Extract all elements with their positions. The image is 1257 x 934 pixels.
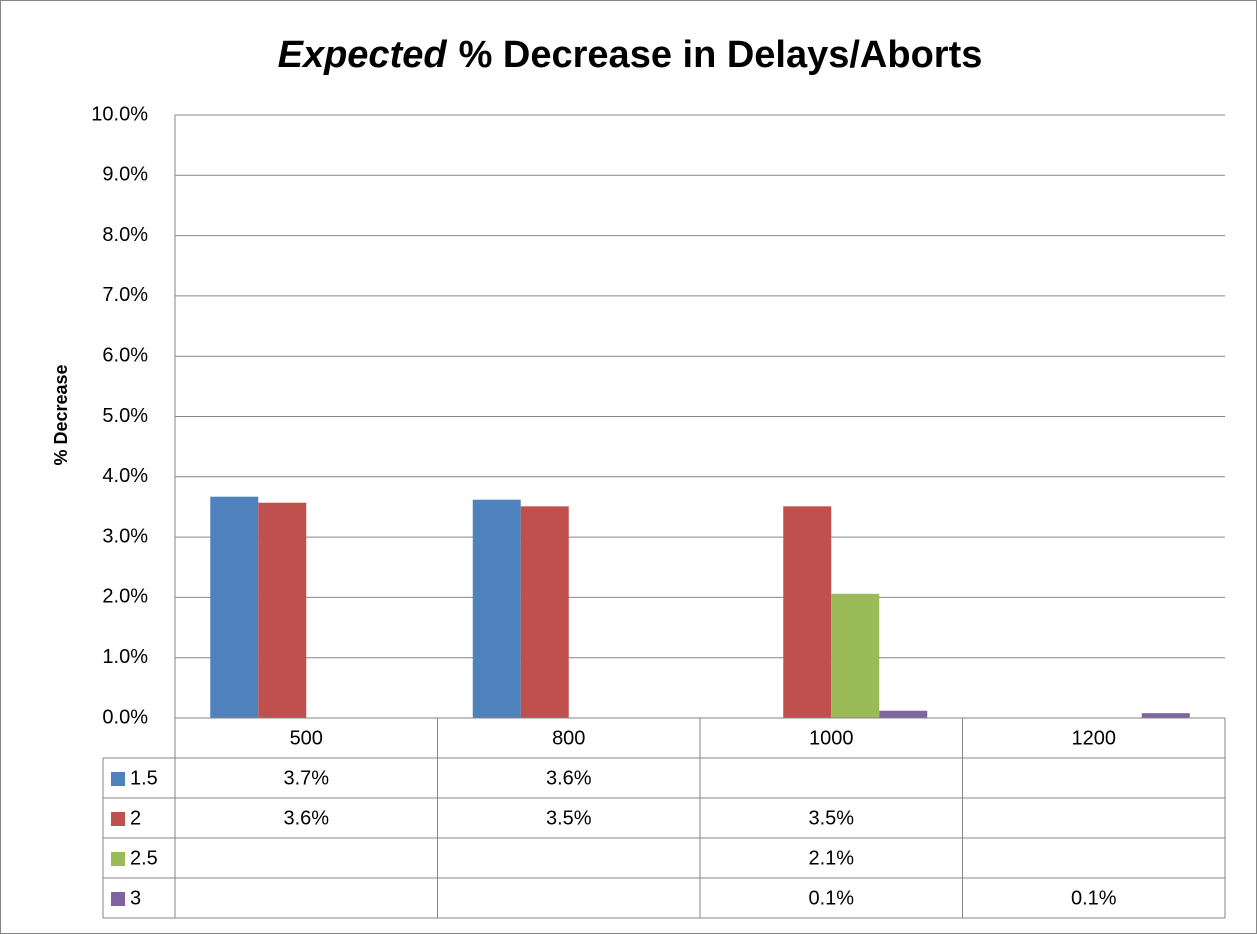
y-tick-label: 5.0%	[102, 405, 148, 427]
legend-swatch	[111, 772, 125, 786]
legend-label: 3	[130, 887, 141, 909]
bar	[472, 499, 521, 718]
data-label: 3.5%	[808, 807, 854, 829]
data-label: 3.7%	[283, 767, 329, 789]
y-tick-label: 2.0%	[102, 586, 148, 608]
bar	[831, 593, 880, 718]
bar	[520, 506, 569, 718]
chart-title: Expected % Decrease in Delays/Aborts	[278, 34, 983, 76]
y-tick-label: 1.0%	[102, 646, 148, 668]
legend-label: 2	[130, 807, 141, 829]
legend-label: 1.5	[130, 767, 158, 789]
y-tick-label: 10.0%	[91, 103, 148, 125]
bar	[783, 506, 832, 718]
data-label: 3.6%	[283, 807, 329, 829]
legend-label: 2.5	[130, 847, 158, 869]
y-tick-label: 6.0%	[102, 344, 148, 366]
y-tick-label: 3.0%	[102, 525, 148, 547]
data-label: 0.1%	[1071, 887, 1117, 909]
y-tick-label: 7.0%	[102, 284, 148, 306]
title-italic: Expected	[278, 34, 448, 76]
legend-swatch	[111, 812, 125, 826]
legend-swatch	[111, 852, 125, 866]
legend-swatch	[111, 892, 125, 906]
data-label: 3.6%	[546, 767, 592, 789]
x-tick-label: 1000	[809, 727, 854, 749]
x-tick-label: 500	[290, 727, 323, 749]
data-label: 3.5%	[546, 807, 592, 829]
x-tick-label: 1200	[1072, 727, 1117, 749]
bar	[210, 496, 259, 718]
data-label: 2.1%	[808, 847, 854, 869]
y-tick-label: 0.0%	[102, 706, 148, 728]
bar	[258, 502, 307, 718]
y-tick-label: 9.0%	[102, 164, 148, 186]
data-label: 0.1%	[808, 887, 854, 909]
y-tick-label: 8.0%	[102, 224, 148, 246]
y-axis-label: % Decrease	[51, 364, 71, 465]
x-tick-label: 800	[552, 727, 585, 749]
y-tick-label: 4.0%	[102, 465, 148, 487]
title-main: % Decrease in Delays/Aborts	[459, 34, 983, 76]
bar	[879, 710, 928, 718]
bar	[1141, 713, 1190, 718]
